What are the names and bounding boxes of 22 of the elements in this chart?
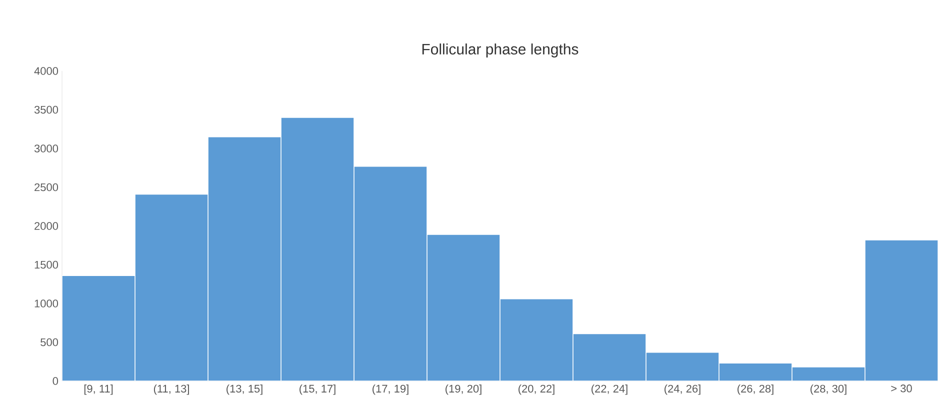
y-tick-label: 3500 [34,106,58,114]
y-tick-label: 3000 [34,144,58,152]
x-tick-label: (15, 17] [300,384,336,395]
x-tick-label: (13, 15] [226,384,262,395]
y-tick-label: 500 [40,338,58,346]
x-tick-label: (22, 24] [592,384,628,395]
y-tick-label: 0 [52,377,58,385]
x-tick-label: (26, 28] [738,384,774,395]
x-tick-label: (19, 20] [446,384,482,395]
x-tick-label: (20, 22] [518,384,554,395]
chart-title: Follicular phase lengths [422,43,578,58]
x-tick-label: (28, 30] [810,384,846,395]
x-tick-label: (24, 26] [664,384,700,395]
x-tick-label: [9, 11] [84,384,113,395]
x-tick-label: (11, 13] [154,384,189,395]
x-tick-label: (17, 19] [372,384,408,395]
y-tick-label: 4000 [34,67,58,75]
y-tick-label: 1500 [34,260,58,269]
y-tick-label: 1000 [34,300,58,308]
x-tick-label: > 30 [891,384,912,392]
y-tick-label: 2000 [34,222,58,230]
y-tick-label: 2500 [34,183,58,192]
